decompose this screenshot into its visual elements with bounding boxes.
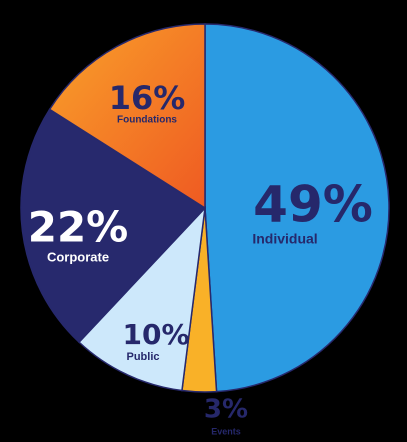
category-label: Corporate <box>47 249 109 264</box>
pie-slice <box>77 205 207 392</box>
pie-slice <box>204 23 390 393</box>
category-label: Foundations <box>117 115 177 126</box>
value-label: 3% <box>204 395 248 425</box>
value-label: 49% <box>253 176 373 234</box>
value-label: 10% <box>122 318 189 351</box>
value-label: 16% <box>109 79 186 117</box>
category-label: Individual <box>252 231 317 247</box>
pie-slice <box>20 108 207 344</box>
category-label: Public <box>126 351 159 363</box>
pie-slice <box>48 23 206 210</box>
value-label: 22% <box>28 203 129 252</box>
category-label: Events <box>211 426 241 436</box>
